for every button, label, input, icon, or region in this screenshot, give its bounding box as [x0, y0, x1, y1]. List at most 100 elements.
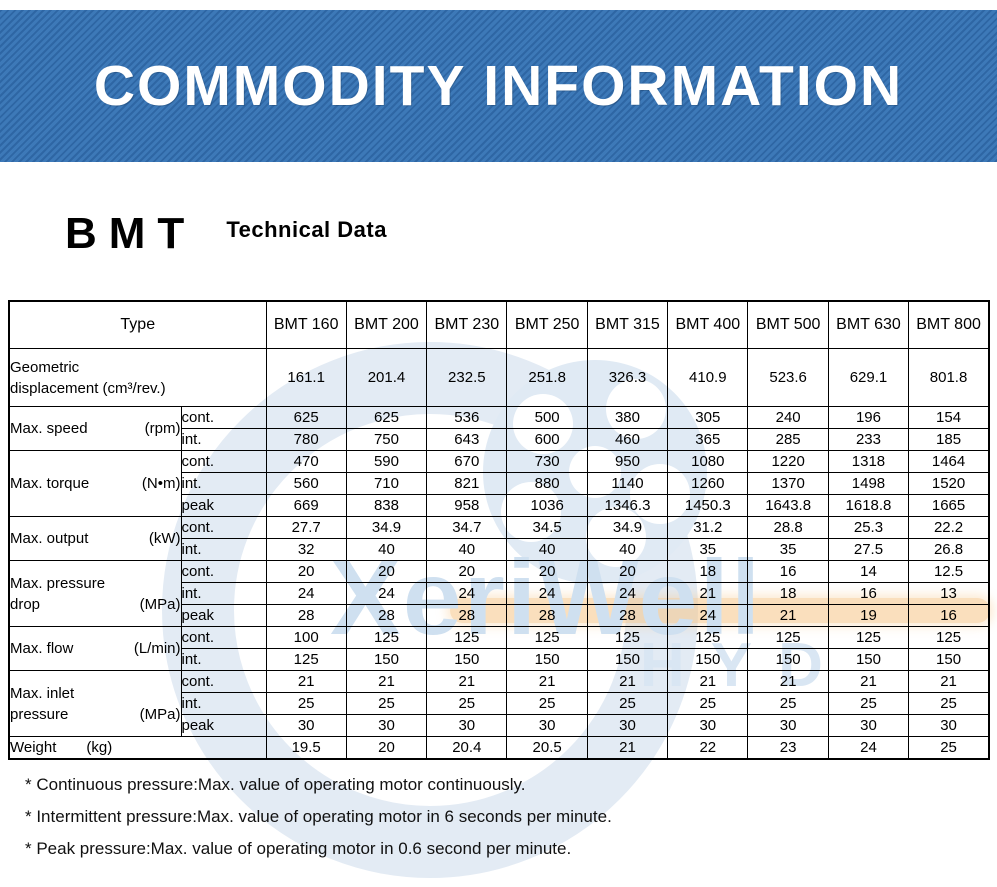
max-output-int-label: int. [180, 537, 267, 561]
label-text: drop [10, 596, 41, 613]
value-cell: 1520 [908, 471, 990, 495]
section-title: BMT Technical Data [65, 212, 997, 256]
value-cell: 410.9 [667, 347, 749, 407]
label-unit: (MPa) [139, 706, 181, 723]
value-cell: 1220 [747, 449, 829, 473]
value-cell: 1140 [586, 471, 669, 495]
max-output-cont-label: cont. [180, 515, 267, 539]
model-header-bmt-800: BMT 800 [908, 300, 990, 349]
model-header-bmt-400: BMT 400 [667, 300, 749, 349]
value-cell: 20 [345, 559, 428, 583]
value-cell: 1498 [827, 471, 910, 495]
value-cell: 669 [265, 493, 347, 517]
table-header-row: Type BMT 160 BMT 200 BMT 230 BMT 250 BMT 315 B… [8, 300, 990, 349]
max-inlet-pressure-label: Max. inlet pressure (MPa) [8, 669, 182, 737]
value-cell: 1318 [827, 449, 910, 473]
value-cell: 21 [667, 669, 749, 693]
value-cell: 730 [506, 449, 588, 473]
value-cell: 40 [506, 537, 588, 561]
value-cell: 24 [506, 581, 588, 605]
value-cell: 1370 [747, 471, 829, 495]
value-cell: 20.5 [506, 735, 588, 759]
value-cell: 185 [908, 427, 990, 451]
value-cell: 24 [426, 581, 508, 605]
value-cell: 780 [265, 427, 347, 451]
value-cell: 125 [586, 625, 669, 649]
value-cell: 232.5 [426, 347, 508, 407]
value-cell: 40 [345, 537, 428, 561]
value-cell: 1643.8 [747, 493, 829, 517]
label-unit: (rpm) [144, 419, 181, 437]
value-cell: 21 [827, 669, 910, 693]
label-unit: (MPa) [139, 596, 181, 613]
value-cell: 629.1 [827, 347, 910, 407]
value-cell: 643 [426, 427, 508, 451]
value-cell: 28 [506, 603, 588, 627]
value-cell: 125 [747, 625, 829, 649]
value-cell: 40 [586, 537, 669, 561]
section-subtitle: Technical Data [226, 217, 387, 242]
max-pressure-drop-label: Max. pressure drop (MPa) [8, 559, 182, 627]
value-cell: 305 [667, 405, 749, 429]
label-unit: (N•m) [141, 474, 181, 492]
footnote-line: * Peak pressure:Max. value of operating … [25, 838, 572, 858]
value-cell: 21 [747, 669, 829, 693]
label-line: Geometric [10, 359, 80, 376]
table-wrap: Type BMT 160 BMT 200 BMT 230 BMT 250 BMT 315 B… [8, 300, 990, 760]
value-cell: 21 [667, 581, 749, 605]
value-cell: 21 [506, 669, 588, 693]
value-cell: 40 [426, 537, 508, 561]
value-cell: 32 [265, 537, 347, 561]
value-cell: 25 [506, 691, 588, 715]
value-cell: 600 [506, 427, 588, 451]
value-cell: 750 [345, 427, 428, 451]
value-cell: 150 [506, 647, 588, 671]
value-cell: 21 [345, 669, 428, 693]
value-cell: 24 [667, 603, 749, 627]
value-cell: 1036 [506, 493, 588, 517]
model-header-bmt-315: BMT 315 [586, 300, 669, 349]
value-cell: 35 [667, 537, 749, 561]
value-cell: 1346.3 [586, 493, 669, 517]
value-cell: 28.8 [747, 515, 829, 539]
footnote-line: * Intermittent pressure:Max. value of op… [25, 806, 612, 826]
label-line: pressure (MPa) [10, 704, 181, 725]
label-text: Weight [10, 738, 57, 756]
label-line: Max. speed (rpm) [10, 418, 181, 439]
value-cell: 1260 [667, 471, 749, 495]
value-cell: 20 [506, 559, 588, 583]
value-cell: 25 [667, 691, 749, 715]
value-cell: 22.2 [908, 515, 990, 539]
value-cell: 35 [747, 537, 829, 561]
value-cell: 30 [586, 713, 669, 737]
value-cell: 233 [827, 427, 910, 451]
value-cell: 240 [747, 405, 829, 429]
label-line: Max. flow (L/min) [10, 638, 181, 659]
value-cell: 30 [426, 713, 508, 737]
model-header-bmt-500: BMT 500 [747, 300, 829, 349]
value-cell: 14 [827, 559, 910, 583]
page-title: COMMODITY INFORMATION [93, 54, 904, 118]
table-row: Max. output (kW) cont. 27.7 34.9 34.7 34.5 34.9… [8, 515, 990, 561]
max-torque-cont-label: cont. [180, 449, 267, 473]
value-cell: 20 [345, 735, 428, 759]
value-cell: 838 [345, 493, 428, 517]
label-line: drop (MPa) [10, 594, 181, 615]
table-row: Max. torque (N•m) cont. 470 590 670 730 950 1080… [8, 449, 990, 517]
value-cell: 821 [426, 471, 508, 495]
value-cell: 536 [426, 405, 508, 429]
max-flow-label: Max. flow (L/min) [8, 625, 182, 671]
model-header-bmt-630: BMT 630 [827, 300, 910, 349]
value-cell: 21 [426, 669, 508, 693]
value-cell: 150 [586, 647, 669, 671]
value-cell: 25 [747, 691, 829, 715]
label-line: Weight (kg) [10, 737, 266, 758]
value-cell: 30 [747, 713, 829, 737]
max-flow-cont-label: cont. [180, 625, 267, 649]
page-banner: COMMODITY INFORMATION [0, 10, 997, 162]
value-cell: 24 [586, 581, 669, 605]
value-cell: 30 [827, 713, 910, 737]
value-cell: 16 [747, 559, 829, 583]
value-cell: 125 [827, 625, 910, 649]
value-cell: 625 [265, 405, 347, 429]
